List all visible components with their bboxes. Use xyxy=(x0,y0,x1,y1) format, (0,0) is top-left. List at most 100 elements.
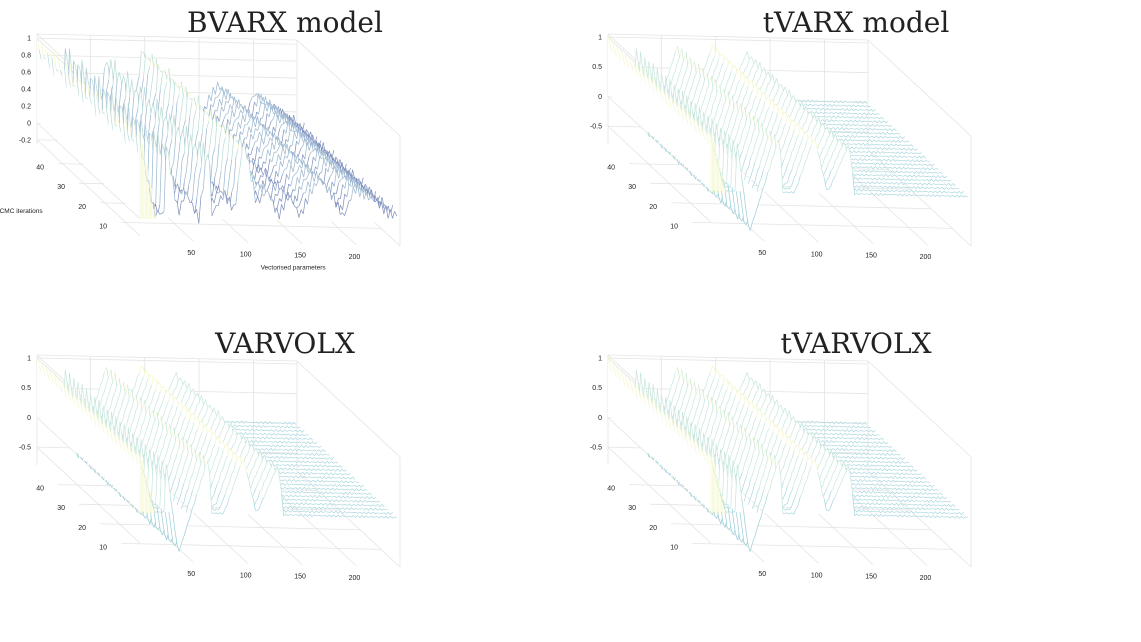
curve-segment xyxy=(716,48,720,53)
curve-segment xyxy=(140,78,144,93)
curve-segment xyxy=(697,178,701,182)
curve-segment xyxy=(302,154,306,160)
curve-segment xyxy=(760,92,764,99)
curve-segment xyxy=(842,112,845,115)
waterfall-curves xyxy=(36,35,398,224)
curve-segment xyxy=(865,139,868,142)
curve-segment xyxy=(325,168,329,173)
curve-segment xyxy=(818,107,822,111)
curve-segment xyxy=(238,104,242,109)
curve-segment xyxy=(196,178,200,199)
curve-segment xyxy=(750,64,754,69)
curve-segment xyxy=(224,189,228,205)
curve-segment xyxy=(218,190,221,194)
curve-segment xyxy=(744,51,748,57)
curve-segment xyxy=(693,88,697,98)
curve-segment xyxy=(175,127,179,136)
curve-segment xyxy=(704,73,708,79)
curve-segment xyxy=(77,64,81,70)
curve-segment xyxy=(231,136,235,161)
curve-segment xyxy=(758,114,761,122)
curve-segment xyxy=(624,51,628,62)
curve-segment xyxy=(899,144,903,146)
curve-segment xyxy=(710,104,714,114)
curve-segment xyxy=(141,87,145,113)
curve-segment xyxy=(686,95,690,113)
curve-segment xyxy=(853,101,857,103)
curve-segment xyxy=(759,71,763,79)
curve-segment xyxy=(707,52,711,58)
curve-segment xyxy=(174,101,178,131)
curve-segment xyxy=(745,75,749,80)
curve-segment xyxy=(237,122,241,129)
curve-segment xyxy=(869,143,873,146)
curve-segment xyxy=(198,141,202,160)
curve-segment xyxy=(880,140,883,142)
curve-segment xyxy=(233,136,237,141)
curve-segment xyxy=(810,99,813,103)
curve-segment xyxy=(264,113,268,130)
curve-segment xyxy=(255,116,258,127)
curve-segment xyxy=(780,84,784,90)
curve-segment xyxy=(772,103,776,112)
curve-segment xyxy=(884,158,887,162)
curve-segment xyxy=(707,67,711,75)
curve-segment xyxy=(749,90,753,97)
curve-segment xyxy=(743,76,747,84)
curve-segment xyxy=(888,158,892,162)
curve-segment xyxy=(116,112,120,125)
curve-segment xyxy=(702,78,706,88)
curve-segment xyxy=(861,112,865,115)
curve-segment xyxy=(840,108,843,111)
curve-segment xyxy=(317,156,321,170)
curve-segment xyxy=(818,111,822,115)
curve-segment xyxy=(826,123,830,126)
curve-segment xyxy=(169,113,173,132)
curve-segment xyxy=(735,111,739,118)
curve-segment xyxy=(364,184,368,189)
curve-segment xyxy=(865,132,869,135)
curve-segment xyxy=(319,172,322,174)
curve-segment xyxy=(300,145,304,150)
curve-segment xyxy=(859,112,863,115)
curve-segment xyxy=(889,124,893,127)
curve-segment xyxy=(904,140,907,143)
curve-segment xyxy=(895,136,899,139)
curve-segment xyxy=(866,154,870,158)
curve-segment xyxy=(852,119,856,123)
curve-segment xyxy=(885,132,888,135)
curve-segment xyxy=(910,147,914,151)
curve-segment xyxy=(116,71,120,82)
curve-segment xyxy=(244,109,248,123)
curve-segment xyxy=(40,37,44,58)
curve-segment xyxy=(864,100,868,104)
x-tick-label: 100 xyxy=(240,251,252,258)
curve-segment xyxy=(281,123,285,125)
curve-segment xyxy=(223,91,227,100)
curve-segment xyxy=(120,75,124,88)
curve-segment xyxy=(47,53,51,70)
curve-segment xyxy=(867,127,871,131)
curve-segment xyxy=(284,168,287,170)
curve-segment xyxy=(219,86,223,90)
curve-segment xyxy=(669,79,673,98)
curve-segment xyxy=(714,193,717,198)
curve-segment xyxy=(333,192,337,208)
curve-segment xyxy=(263,161,266,164)
curve-segment xyxy=(135,107,139,119)
curve-segment xyxy=(820,104,824,107)
curve-segment xyxy=(178,110,182,128)
curve-segment xyxy=(851,113,854,115)
curve-segment xyxy=(733,65,736,68)
curve-segment xyxy=(294,159,298,164)
curve-segment xyxy=(685,62,689,73)
curve-segment xyxy=(278,141,282,145)
curve-segment xyxy=(838,108,841,111)
curve-segment xyxy=(919,152,922,155)
curve-segment xyxy=(877,117,880,120)
curve-segment xyxy=(45,50,48,54)
curve-segment xyxy=(307,181,311,188)
curve-segment xyxy=(257,196,261,204)
curve-segment xyxy=(812,104,815,106)
curve-segment xyxy=(848,119,852,123)
